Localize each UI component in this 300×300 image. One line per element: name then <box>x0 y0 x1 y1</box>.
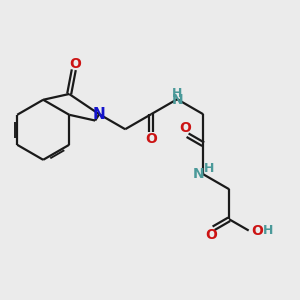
Text: O: O <box>69 57 81 71</box>
Text: O: O <box>179 121 190 135</box>
Text: H: H <box>172 87 182 100</box>
Text: N: N <box>171 93 183 107</box>
Text: H: H <box>204 162 214 175</box>
Text: H: H <box>263 224 274 237</box>
Text: O: O <box>205 228 217 242</box>
Text: N: N <box>193 167 204 181</box>
Text: O: O <box>145 132 157 146</box>
Text: N: N <box>93 107 106 122</box>
Text: O: O <box>252 224 263 238</box>
